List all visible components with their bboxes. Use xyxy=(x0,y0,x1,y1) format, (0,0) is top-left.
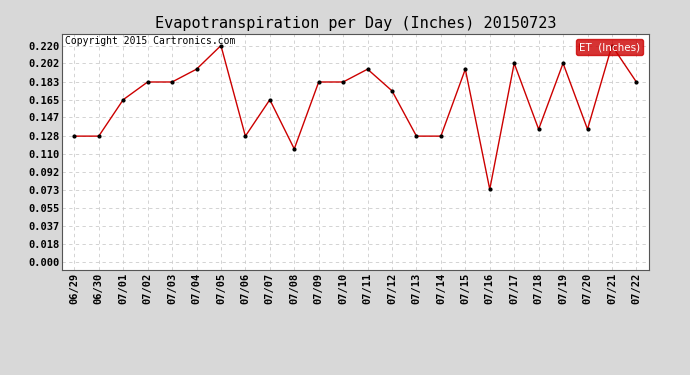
Text: Copyright 2015 Cartronics.com: Copyright 2015 Cartronics.com xyxy=(65,36,235,46)
Title: Evapotranspiration per Day (Inches) 20150723: Evapotranspiration per Day (Inches) 2015… xyxy=(155,16,556,31)
Legend: ET  (Inches): ET (Inches) xyxy=(576,39,643,55)
